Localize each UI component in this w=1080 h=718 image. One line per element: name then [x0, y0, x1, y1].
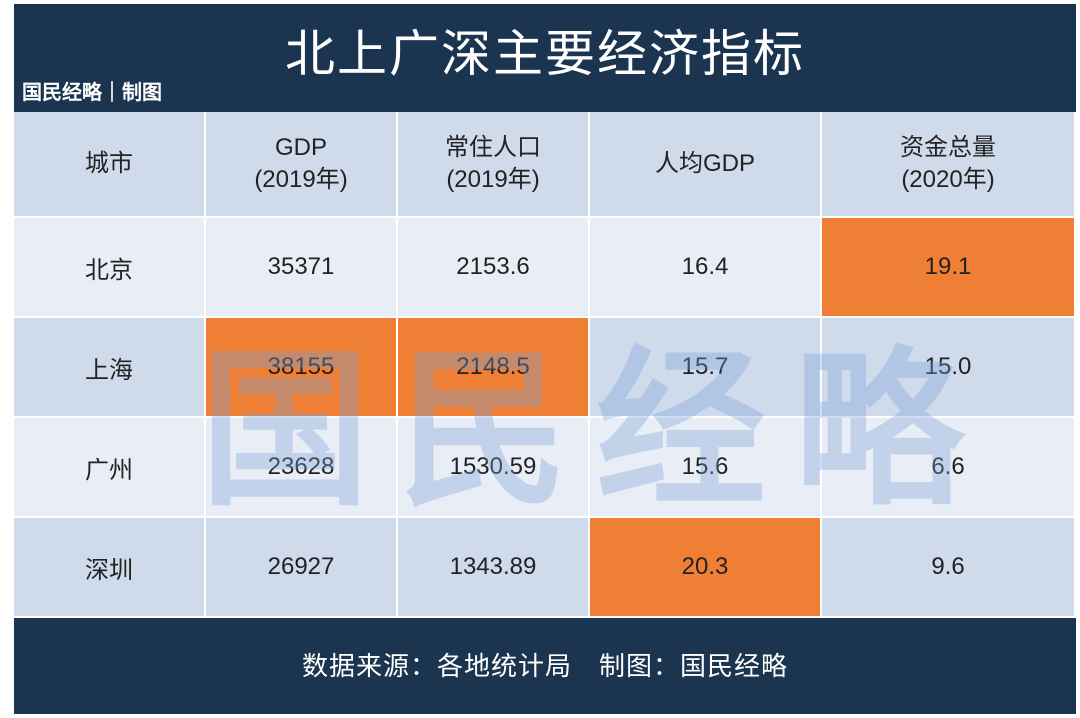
cell-population-highlight: 2148.5 [398, 318, 590, 418]
cell-gdp-per-capita: 15.6 [590, 418, 822, 518]
table-row: 北京 35371 2153.6 16.4 19.1 [14, 218, 1076, 318]
table-header-row: 城市 GDP (2019年) 常住人口 (2019年) 人均GDP 资金总量 (202… [14, 112, 1076, 218]
cell-gdp: 35371 [206, 218, 398, 318]
footer-source: 数据来源：各地统计局 制图：国民经略 [14, 618, 1076, 714]
cell-population: 2153.6 [398, 218, 590, 318]
cell-city: 广州 [14, 418, 206, 518]
data-table-container: 城市 GDP (2019年) 常住人口 (2019年) 人均GDP 资金总量 (202… [14, 112, 1076, 618]
header-gdp: GDP (2019年) [206, 112, 398, 218]
table-row: 上海 38155 2148.5 15.7 15.0 [14, 318, 1076, 418]
page-title: 北上广深主要经济指标 [285, 26, 805, 82]
data-table: 城市 GDP (2019年) 常住人口 (2019年) 人均GDP 资金总量 (202… [14, 112, 1076, 618]
table-row: 深圳 26927 1343.89 20.3 9.6 [14, 518, 1076, 618]
cell-gdp-per-capita: 15.7 [590, 318, 822, 418]
cell-city: 北京 [14, 218, 206, 318]
brand-label: 国民经略｜制图 [22, 80, 162, 104]
cell-total-funds: 9.6 [822, 518, 1076, 618]
header-gdp-per-capita: 人均GDP [590, 112, 822, 218]
header: 北上广深主要经济指标 国民经略｜制图 [14, 4, 1076, 108]
cell-gdp-per-capita-highlight: 20.3 [590, 518, 822, 618]
header-city: 城市 [14, 112, 206, 218]
cell-city: 上海 [14, 318, 206, 418]
cell-city: 深圳 [14, 518, 206, 618]
cell-gdp: 23628 [206, 418, 398, 518]
cell-population: 1343.89 [398, 518, 590, 618]
cell-gdp: 26927 [206, 518, 398, 618]
cell-total-funds: 6.6 [822, 418, 1076, 518]
table-row: 广州 23628 1530.59 15.6 6.6 [14, 418, 1076, 518]
cell-total-funds: 15.0 [822, 318, 1076, 418]
header-total-funds: 资金总量 (2020年) [822, 112, 1076, 218]
header-population: 常住人口 (2019年) [398, 112, 590, 218]
cell-total-funds-highlight: 19.1 [822, 218, 1076, 318]
cell-gdp-highlight: 38155 [206, 318, 398, 418]
cell-gdp-per-capita: 16.4 [590, 218, 822, 318]
cell-population: 1530.59 [398, 418, 590, 518]
